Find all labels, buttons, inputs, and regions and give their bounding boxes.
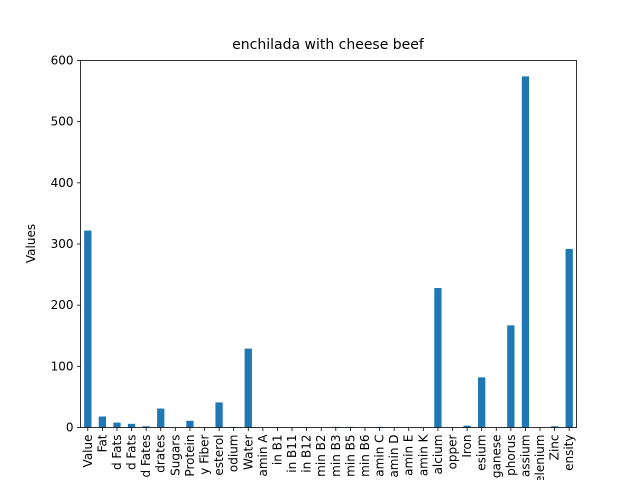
bar: [565, 248, 573, 428]
y-tick-label: 300: [51, 237, 74, 251]
x-tick-label: amin A: [256, 434, 270, 477]
x-tick-label: odium: [227, 435, 241, 473]
bars-layer: [84, 76, 573, 428]
bar: [215, 402, 223, 428]
bar: [463, 425, 471, 428]
x-tick-label: esium: [475, 435, 489, 471]
bar: [98, 416, 107, 428]
bar: [550, 426, 559, 428]
x-tick-label: Protein: [183, 435, 197, 477]
x-tick-label: Fat: [95, 434, 109, 452]
x-axis-ticks: Value Fat d Fats d Fats d Fates drates Sugars P…: [81, 427, 576, 483]
x-tick-label: assium: [518, 435, 532, 478]
x-tick-label: in B1: [270, 435, 284, 466]
x-tick-label: d Fats: [110, 435, 124, 471]
x-tick-label: d Fates: [139, 435, 153, 478]
x-tick-label: amin C: [373, 435, 387, 477]
x-tick-label: y Fiber: [198, 434, 212, 474]
bar: [507, 325, 515, 428]
x-tick-label: min B5: [343, 435, 357, 477]
x-tick-label: in B12: [300, 435, 314, 473]
chart-title: enchilada with cheese beef: [232, 37, 425, 53]
bar: [186, 420, 194, 428]
x-tick-label: phorus: [504, 435, 518, 476]
bar: [157, 408, 165, 428]
x-tick-label: ganese: [489, 435, 503, 479]
bar: [84, 230, 92, 428]
x-tick-label: min B2: [314, 435, 328, 477]
plot-frame: [80, 60, 577, 428]
x-tick-label: elenium: [533, 435, 547, 481]
bar: [113, 422, 121, 428]
bar: [478, 377, 486, 428]
bar: [434, 288, 442, 428]
y-tick-label: 400: [51, 176, 74, 190]
y-tick-label: 200: [51, 298, 74, 312]
x-tick-label: in B11: [285, 435, 299, 473]
x-tick-label: Zinc: [548, 435, 562, 461]
x-tick-label: esterol: [212, 435, 226, 476]
x-tick-label: Iron: [460, 435, 474, 458]
x-tick-label: min B3: [329, 435, 343, 477]
x-tick-label: d Fats: [125, 435, 139, 471]
x-tick-label: ensity: [562, 435, 576, 471]
x-tick-label: amin D: [387, 435, 401, 478]
x-tick-label: alcium: [431, 435, 445, 475]
x-tick-label: drates: [154, 435, 168, 473]
y-axis-ticks: 0 100 200 300 400 500 600: [51, 54, 81, 435]
y-tick-label: 500: [51, 115, 74, 129]
x-tick-label: Value: [81, 435, 95, 468]
x-tick-label: amin K: [416, 433, 430, 476]
x-tick-label: Sugars: [168, 435, 182, 476]
y-axis-label: Values: [24, 224, 38, 263]
bar: [521, 76, 530, 428]
bar: [244, 348, 252, 428]
bar: [142, 426, 150, 428]
bar: [127, 423, 136, 428]
x-tick-label: opper: [446, 434, 460, 469]
y-tick-label: 100: [51, 359, 74, 373]
x-tick-label: Water: [241, 434, 255, 470]
x-tick-label: min B6: [358, 435, 372, 477]
x-tick-label: amin E: [402, 435, 416, 476]
y-tick-label: 600: [51, 54, 74, 68]
y-tick-label: 0: [66, 421, 74, 435]
